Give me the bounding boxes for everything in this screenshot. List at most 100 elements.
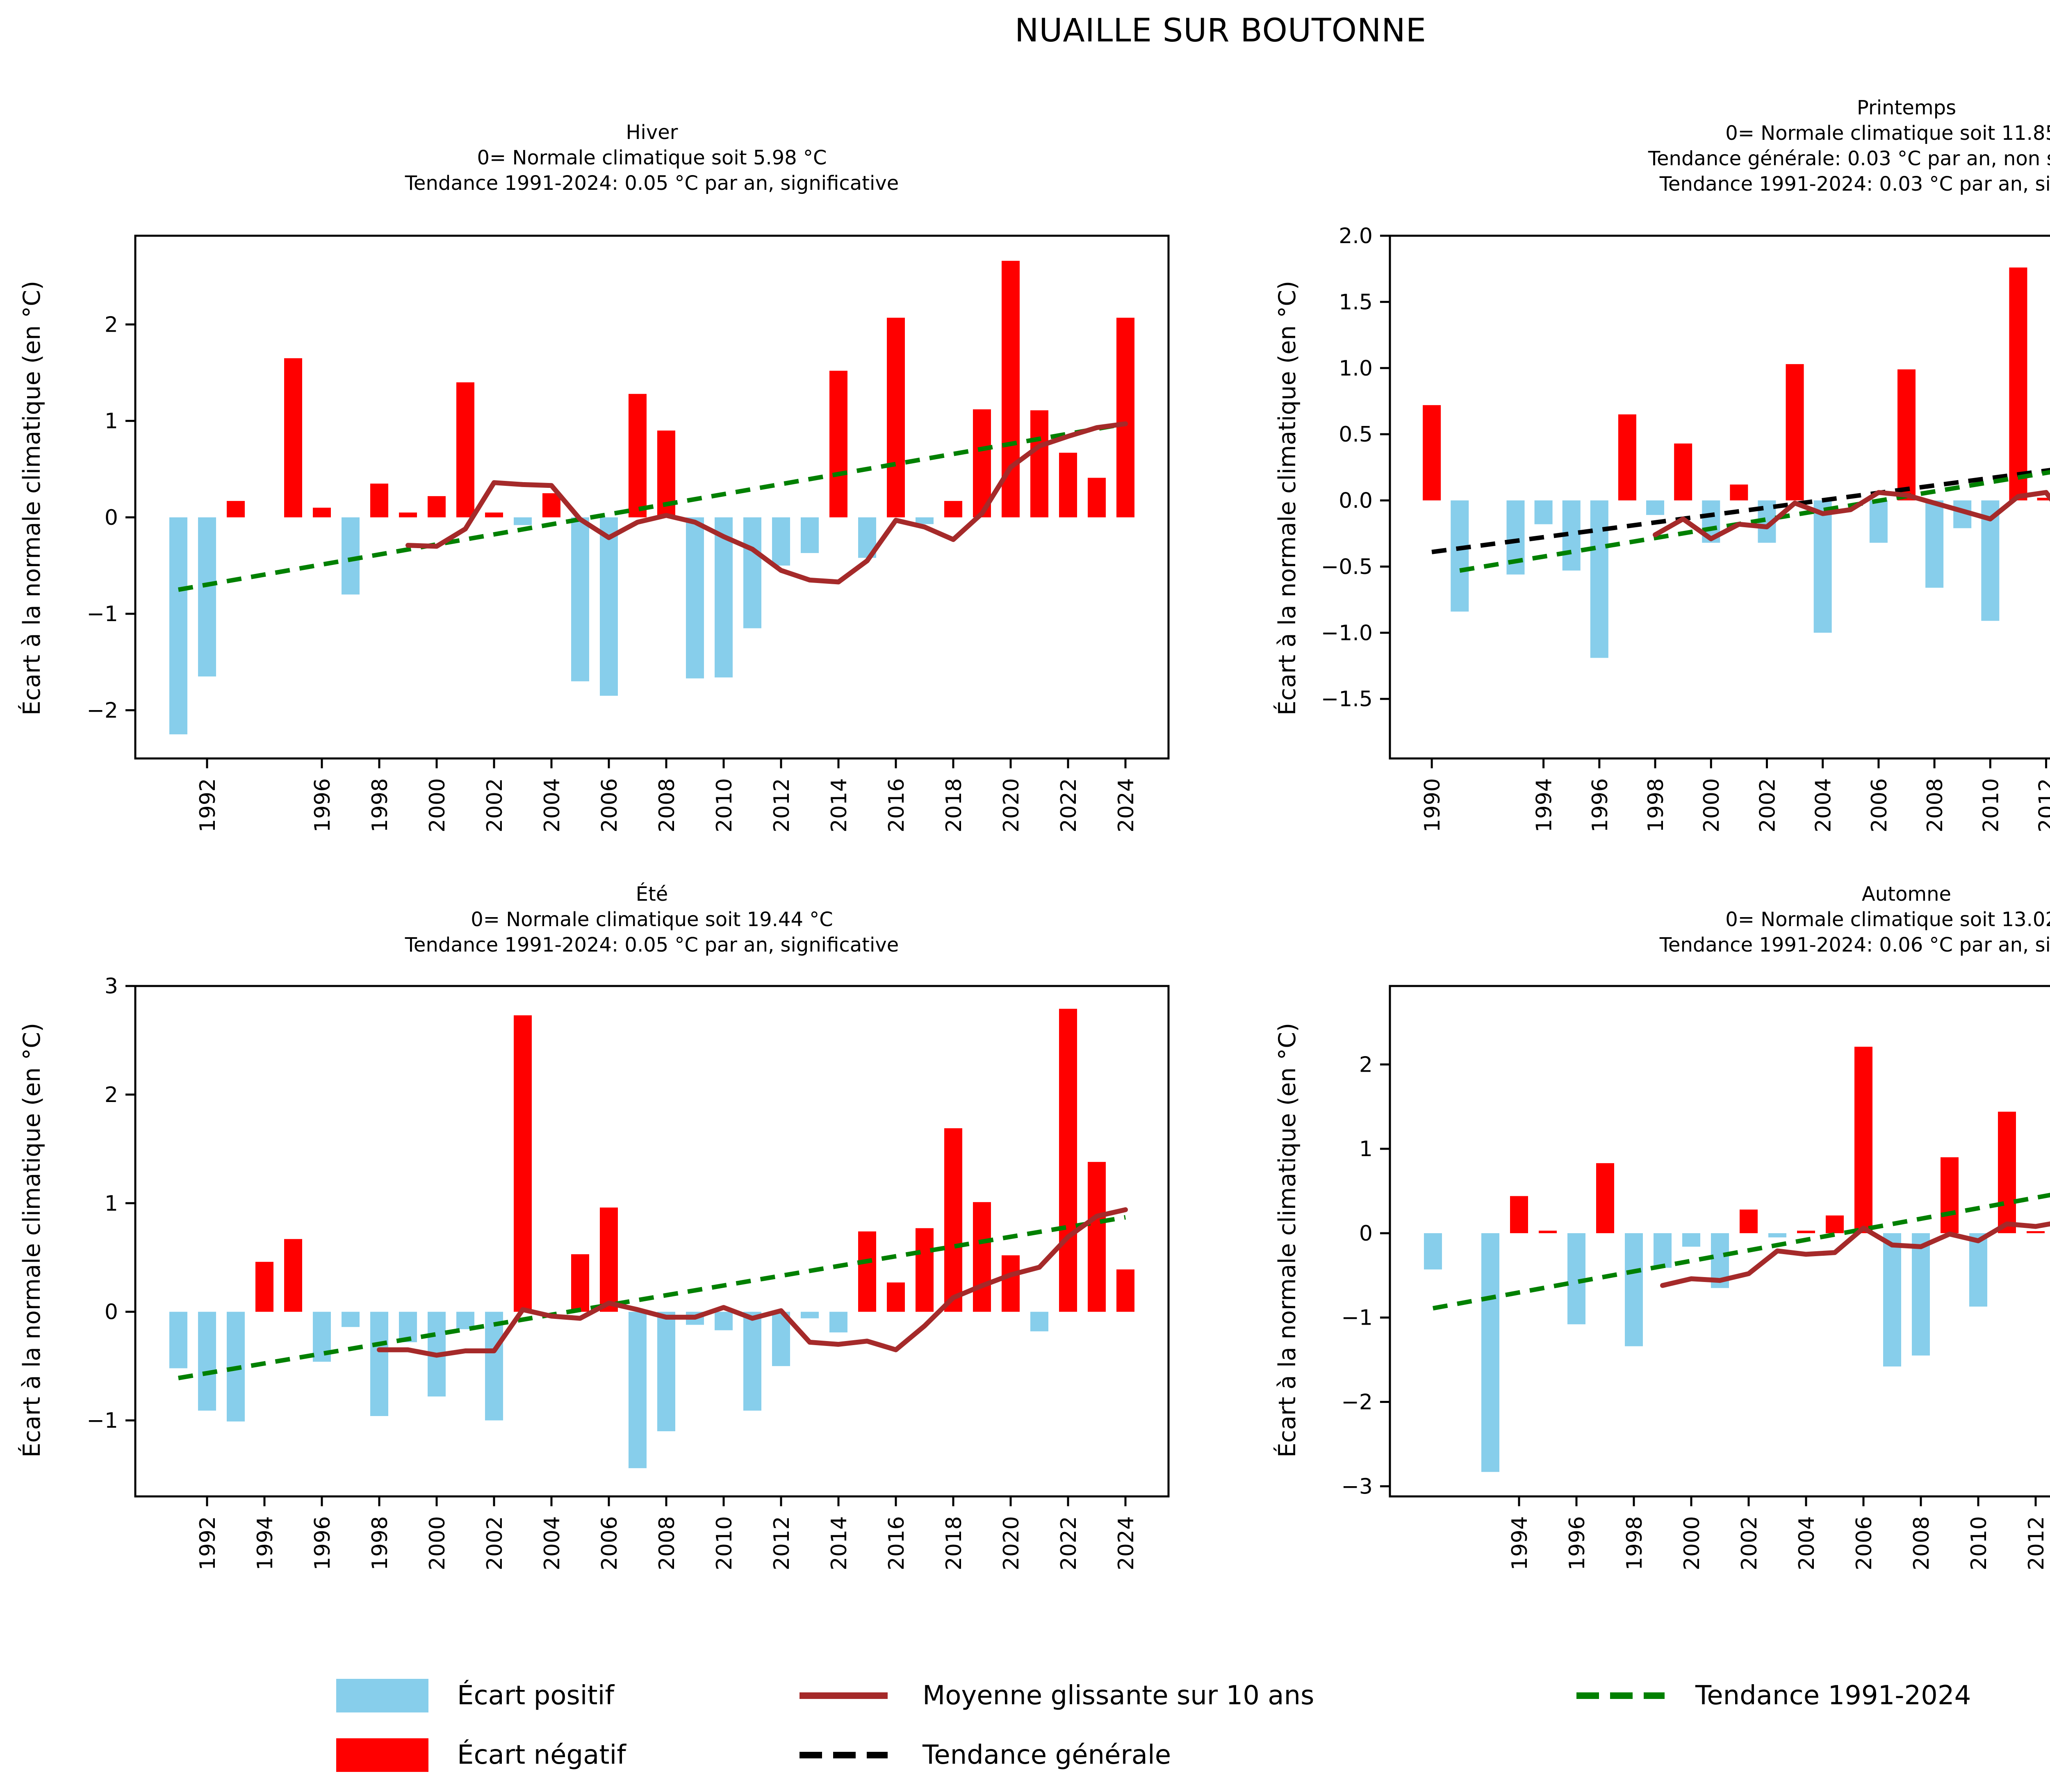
svg-text:1992: 1992 — [196, 1516, 220, 1570]
svg-text:2018: 2018 — [942, 1516, 966, 1570]
legend-label-ecart-positif: Écart positif — [457, 1680, 614, 1711]
svg-text:2004: 2004 — [1811, 778, 1836, 832]
svg-text:2002: 2002 — [483, 778, 507, 832]
panel-subtitle-normale: 0= Normale climatique soit 13.02 °C — [1725, 908, 2050, 931]
svg-text:2008: 2008 — [1909, 1516, 1934, 1570]
svg-text:1996: 1996 — [1588, 778, 1613, 832]
svg-text:1998: 1998 — [1622, 1516, 1647, 1570]
svg-text:−1: −1 — [87, 1409, 118, 1433]
panel-subtitle-normale: 0= Normale climatique soit 11.85 °C — [1725, 122, 2050, 145]
svg-text:1998: 1998 — [1644, 778, 1668, 832]
panel-title-hiver: Hiver 0= Normale climatique soit 5.98 °C… — [283, 120, 1021, 196]
svg-text:−0.5: −0.5 — [1321, 555, 1373, 579]
svg-text:−1.0: −1.0 — [1321, 621, 1373, 645]
panel-subtitle-tendance: Tendance générale: 0.03 °C par an, non s… — [1648, 147, 2050, 170]
svg-text:2000: 2000 — [1699, 778, 1724, 832]
svg-text:2022: 2022 — [1057, 1516, 1081, 1570]
svg-text:2024: 2024 — [1114, 1516, 1139, 1570]
legend-label-moyenne-glissante: Moyenne glissante sur 10 ans — [922, 1680, 1314, 1711]
svg-text:1994: 1994 — [1532, 778, 1557, 832]
svg-text:0.5: 0.5 — [1339, 422, 1373, 447]
svg-text:2: 2 — [105, 1083, 118, 1107]
panel-title-line: Automne — [1861, 883, 1952, 906]
svg-text:1.0: 1.0 — [1339, 356, 1373, 381]
svg-text:2004: 2004 — [540, 778, 565, 832]
svg-text:2.0: 2.0 — [1339, 224, 1373, 248]
svg-text:2008: 2008 — [1923, 778, 1947, 832]
svg-text:2012: 2012 — [2035, 778, 2050, 832]
svg-text:1994: 1994 — [253, 1516, 278, 1570]
svg-text:1996: 1996 — [1565, 1516, 1590, 1570]
svg-text:1: 1 — [105, 409, 118, 434]
legend-label-ecart-negatif: Écart négatif — [457, 1740, 626, 1770]
panel-title-line: Hiver — [626, 121, 678, 144]
legend-swatch-tendance-1991-2024 — [1576, 1692, 1665, 1699]
svg-text:1990: 1990 — [1420, 778, 1445, 832]
svg-text:−1.5: −1.5 — [1321, 687, 1373, 712]
svg-text:−1: −1 — [1341, 1306, 1373, 1330]
svg-text:2006: 2006 — [597, 778, 622, 832]
svg-text:0: 0 — [105, 505, 118, 530]
svg-text:2002: 2002 — [483, 1516, 507, 1570]
svg-text:2002: 2002 — [1737, 1516, 1762, 1570]
panel-subtitle-extra: Tendance 1991-2024: 0.03 °C par an, sign… — [1659, 173, 2050, 196]
legend-swatch-moyenne-glissante — [800, 1692, 888, 1699]
svg-text:2012: 2012 — [770, 778, 794, 832]
svg-text:0.0: 0.0 — [1339, 489, 1373, 513]
panel-subtitle-tendance: Tendance 1991-2024: 0.05 °C par an, sign… — [405, 172, 899, 195]
legend-swatch-ecart-negatif — [336, 1738, 428, 1772]
svg-text:2006: 2006 — [1852, 1516, 1877, 1570]
chart-ete: 3 2 1 0 −1 1992 1994 1996 1998 2000 2002 2004 2006 20… — [87, 974, 1170, 1570]
svg-text:2008: 2008 — [655, 1516, 679, 1570]
svg-text:2008: 2008 — [655, 778, 679, 832]
svg-text:2018: 2018 — [942, 778, 966, 832]
svg-text:1998: 1998 — [368, 1516, 392, 1570]
svg-text:0: 0 — [1359, 1221, 1373, 1246]
chart-automne: 2 1 0 −1 −2 −3 1994 1996 1998 2000 2002 2004 2006 200… — [1341, 985, 2050, 1570]
figure-title: NUAILLE SUR BOUTONNE — [1014, 12, 1427, 49]
svg-text:−2: −2 — [87, 698, 118, 723]
svg-text:0: 0 — [105, 1300, 118, 1325]
svg-text:2004: 2004 — [540, 1516, 565, 1570]
svg-text:−2: −2 — [1341, 1390, 1373, 1415]
panel-title-line: Printemps — [1856, 96, 1957, 119]
chart-printemps: 2.0 1.5 1.0 0.5 0.0 −0.5 −1.0 −1.5 1990 1994 1996 1… — [1321, 224, 2050, 832]
chart-hiver: 2 1 0 −1 −2 1992 1996 1998 2000 2002 2004 2006 2008 2… — [87, 235, 1170, 832]
svg-text:2010: 2010 — [712, 1516, 737, 1570]
svg-text:2016: 2016 — [884, 778, 909, 832]
svg-text:2014: 2014 — [827, 778, 852, 832]
panel-title-printemps: Printemps 0= Normale climatique soit 11.… — [1538, 95, 2050, 197]
svg-text:2020: 2020 — [999, 778, 1024, 832]
svg-text:2024: 2024 — [1114, 778, 1139, 832]
legend-label-tendance-1991-2024: Tendance 1991-2024 — [1695, 1680, 1971, 1711]
svg-text:2012: 2012 — [770, 1516, 794, 1570]
svg-text:3: 3 — [105, 974, 118, 999]
svg-text:1998: 1998 — [368, 778, 392, 832]
svg-text:1996: 1996 — [310, 1516, 335, 1570]
svg-text:2010: 2010 — [712, 778, 737, 832]
panel-subtitle-tendance: Tendance 1991-2024: 0.06 °C par an, sign… — [1659, 934, 2050, 956]
svg-text:−3: −3 — [1341, 1474, 1373, 1499]
svg-text:2: 2 — [1359, 1052, 1373, 1077]
svg-text:2012: 2012 — [2024, 1516, 2049, 1570]
svg-text:2004: 2004 — [1795, 1516, 1819, 1570]
svg-text:2016: 2016 — [884, 1516, 909, 1570]
svg-text:2006: 2006 — [1867, 778, 1892, 832]
svg-text:2010: 2010 — [1979, 778, 2003, 832]
svg-text:2014: 2014 — [827, 1516, 852, 1570]
legend-swatch-ecart-positif — [336, 1679, 428, 1712]
svg-text:2: 2 — [105, 312, 118, 337]
panel-subtitle-normale: 0= Normale climatique soit 5.98 °C — [477, 146, 827, 169]
svg-text:1.5: 1.5 — [1339, 290, 1373, 314]
svg-text:2006: 2006 — [597, 1516, 622, 1570]
svg-text:1: 1 — [1359, 1137, 1373, 1161]
svg-text:2022: 2022 — [1057, 778, 1081, 832]
svg-text:−1: −1 — [87, 602, 118, 626]
svg-text:1992: 1992 — [196, 778, 220, 832]
panel-subtitle-normale: 0= Normale climatique soit 19.44 °C — [471, 908, 833, 931]
panel-subtitle-tendance: Tendance 1991-2024: 0.05 °C par an, sign… — [405, 934, 899, 956]
svg-text:1: 1 — [105, 1191, 118, 1216]
svg-text:2000: 2000 — [425, 1516, 450, 1570]
legend-swatch-tendance-generale — [800, 1752, 888, 1758]
